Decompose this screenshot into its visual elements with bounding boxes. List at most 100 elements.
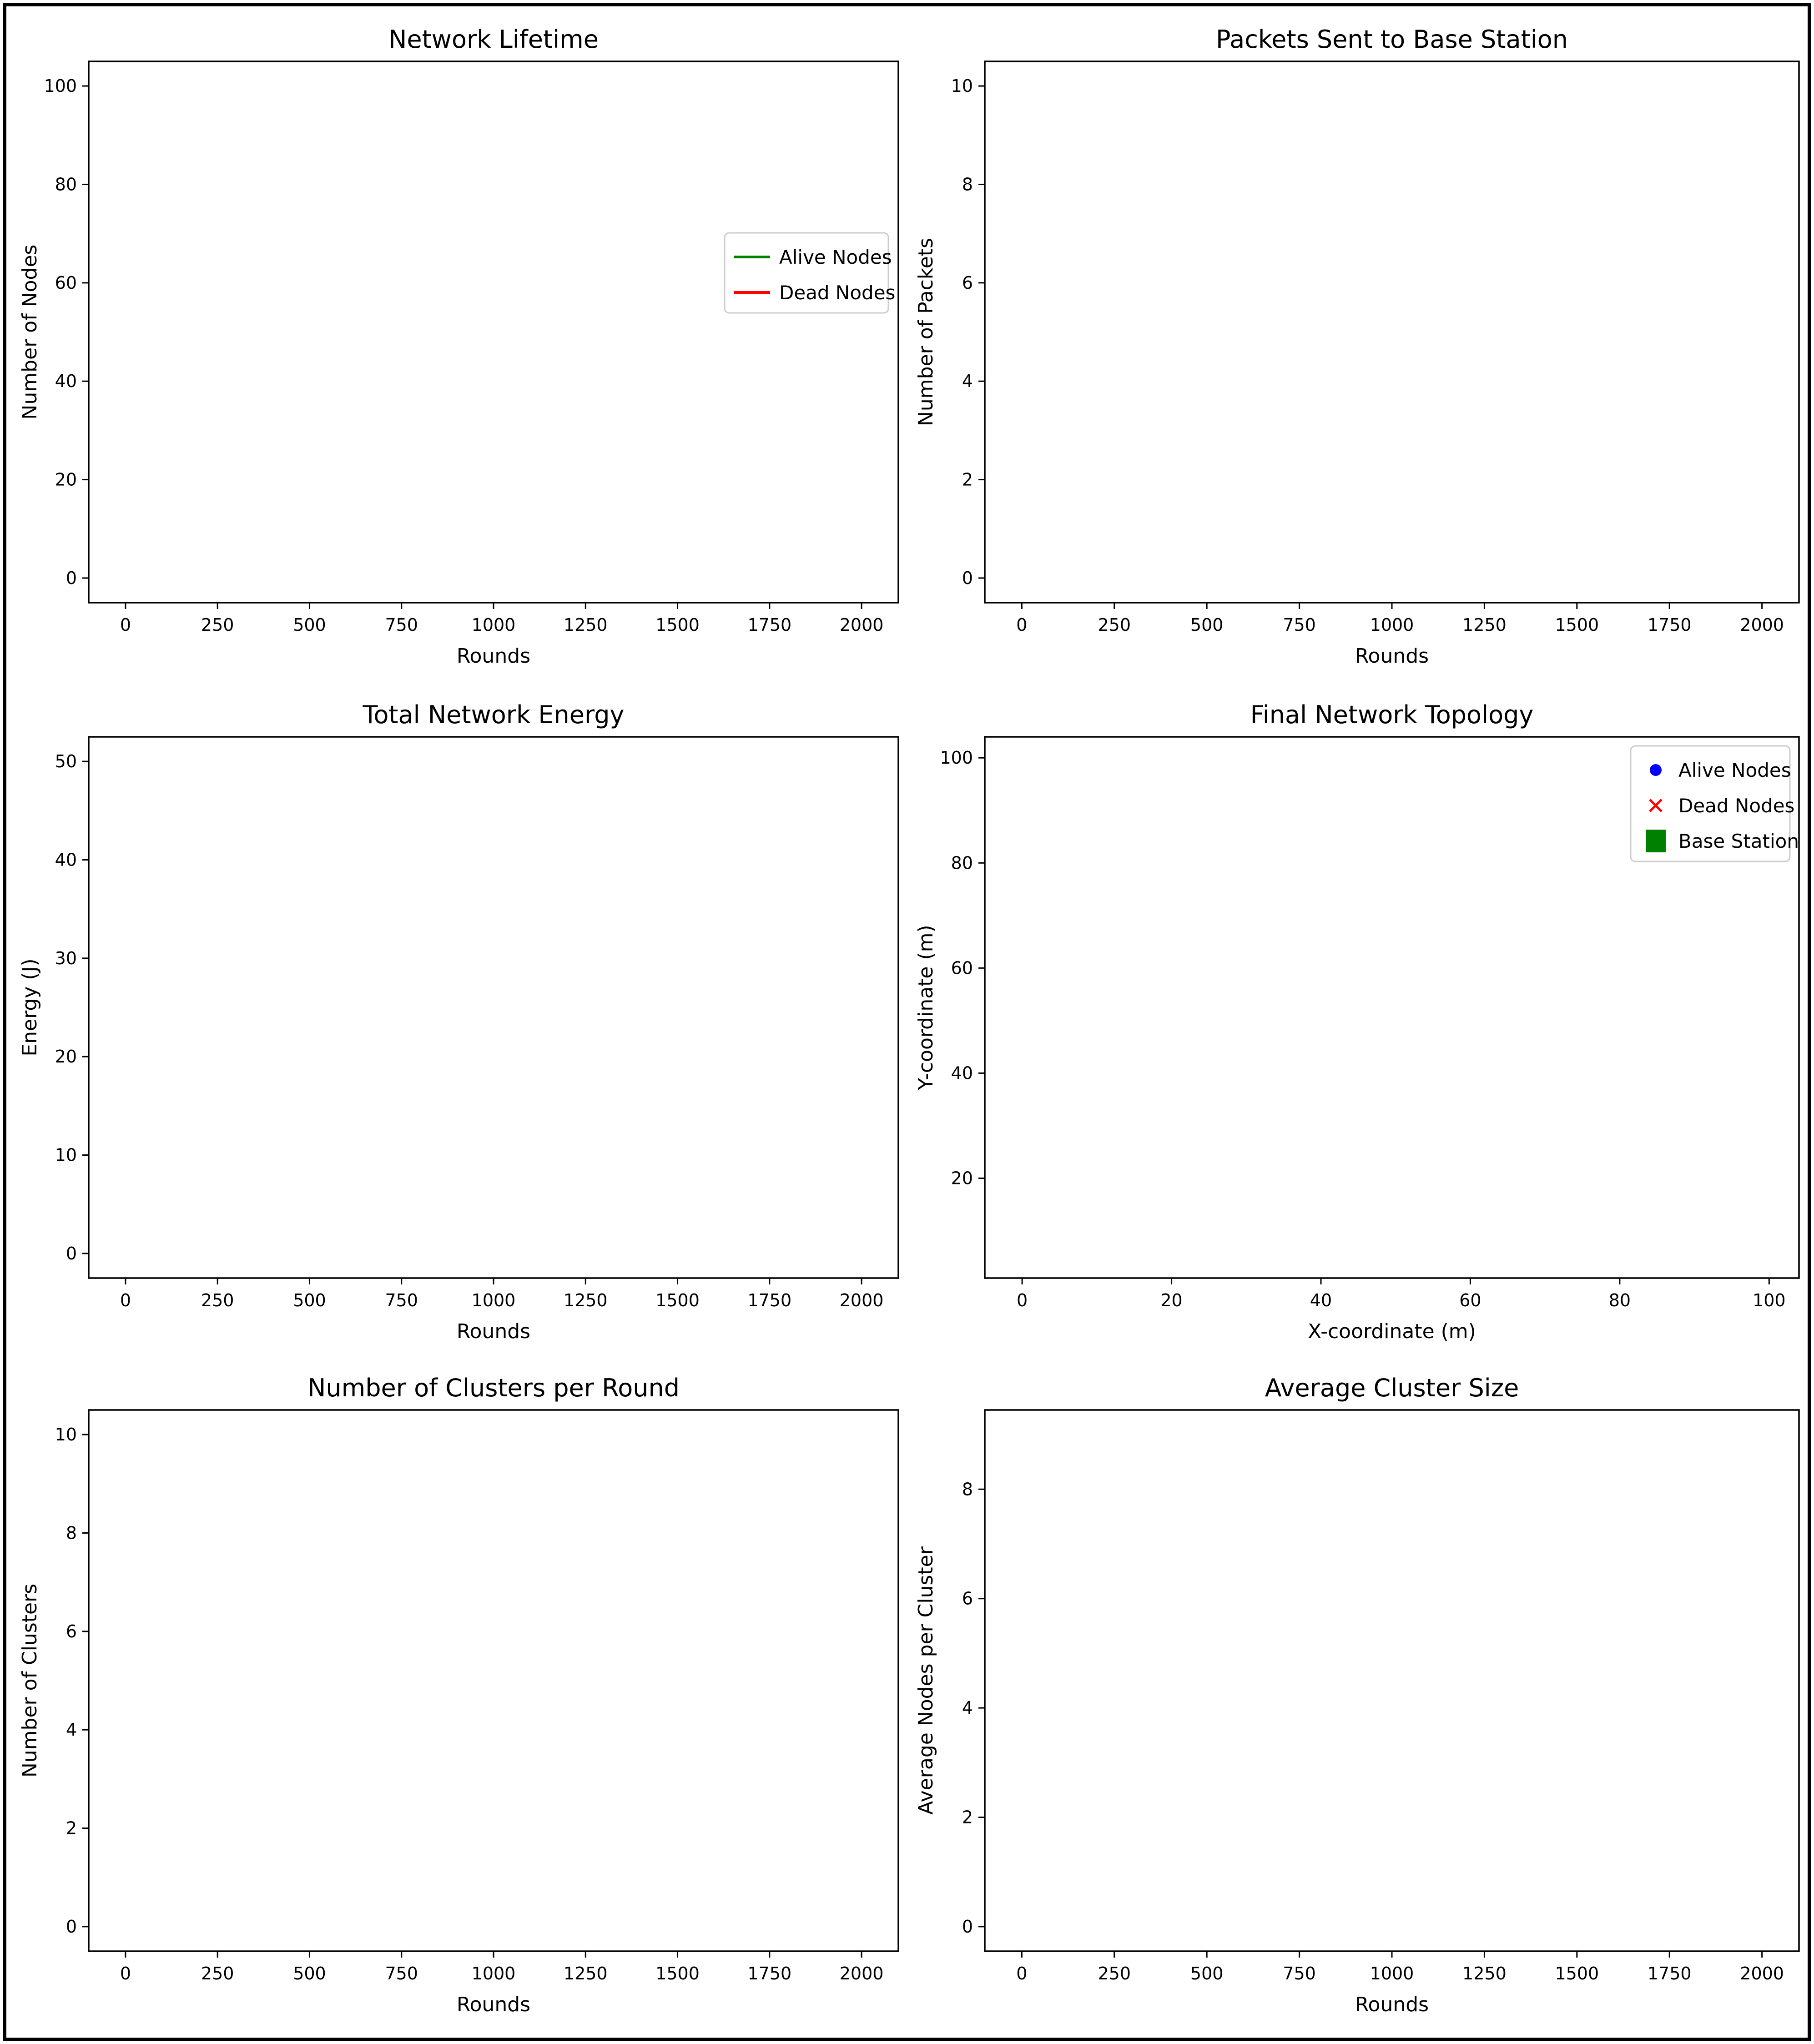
legend-label-alive-nodes: Alive Nodes xyxy=(1678,759,1791,781)
x-tick-label: 500 xyxy=(1190,615,1224,635)
x-tick-label: 0 xyxy=(1016,1963,1027,1984)
y-tick-label: 20 xyxy=(55,470,77,490)
x-tick-label: 20 xyxy=(1160,1290,1182,1310)
y-tick-label: 6 xyxy=(962,273,973,293)
y-tick-label: 4 xyxy=(962,1698,973,1718)
x-tick-label: 250 xyxy=(1098,1963,1131,1984)
figure-border xyxy=(3,3,1811,2041)
x-tick-label: 40 xyxy=(1310,1290,1332,1310)
chart-title: Average Cluster Size xyxy=(1265,1374,1519,1402)
y-tick-label: 20 xyxy=(951,1168,973,1188)
x-tick-label: 1000 xyxy=(472,1290,516,1310)
y-tick-label: 80 xyxy=(951,853,973,873)
x-tick-label: 2000 xyxy=(840,1963,884,1984)
x-tick-label: 0 xyxy=(120,615,131,635)
axes-frame xyxy=(88,736,899,1279)
y-tick-label: 0 xyxy=(962,1917,973,1937)
chart-clustersize: 0 250 500 750 1000 1250 1500 1750 2000 0 2 4 6 8 Avera… xyxy=(914,1374,1800,2016)
x-tick-label: 500 xyxy=(293,1290,326,1310)
y-axis-label: Number of Packets xyxy=(914,238,937,426)
x-tick-label: 1000 xyxy=(472,615,516,635)
x-tick-label: 1750 xyxy=(747,1290,791,1310)
x-tick-label: 1250 xyxy=(564,615,608,635)
y-tick-label: 10 xyxy=(951,76,973,96)
y-tick-label: 30 xyxy=(55,948,77,968)
x-tick-label: 750 xyxy=(385,1963,418,1984)
y-tick-label: 10 xyxy=(55,1425,77,1445)
chart-packets: 0 250 500 750 1000 1250 1500 1750 2000 0 2 4 6 8 10 Pac… xyxy=(914,25,1800,668)
axes-frame xyxy=(88,1409,899,1952)
y-tick-label: 60 xyxy=(55,273,77,293)
y-tick-label: 0 xyxy=(66,1244,77,1264)
x-tick-label: 0 xyxy=(120,1963,131,1984)
y-tick-label: 0 xyxy=(962,568,973,588)
y-tick-label: 10 xyxy=(55,1145,77,1165)
axes-frame xyxy=(88,60,899,604)
x-tick-label: 250 xyxy=(1098,615,1131,635)
x-tick-label: 1500 xyxy=(655,615,700,635)
y-tick-label: 0 xyxy=(66,1917,77,1937)
x-axis-label: Rounds xyxy=(457,644,530,668)
y-tick-label: 8 xyxy=(962,174,973,194)
chart-clusters: 0 250 500 750 1000 1250 1500 1750 2000 0 2 4 6 8 10 Num… xyxy=(18,1374,899,2016)
y-tick-label: 20 xyxy=(55,1047,77,1067)
x-tick-label: 2000 xyxy=(840,615,884,635)
y-tick-label: 2 xyxy=(66,1818,77,1838)
x-tick-label: 80 xyxy=(1609,1290,1631,1310)
x-tick-label: 1750 xyxy=(1648,1963,1692,1984)
y-tick-label: 40 xyxy=(55,850,77,870)
x-axis-label: X-coordinate (m) xyxy=(1308,1320,1476,1343)
y-tick-label: 4 xyxy=(962,371,973,391)
y-tick-label: 6 xyxy=(66,1621,77,1641)
x-tick-label: 1000 xyxy=(472,1963,516,1984)
y-tick-label: 40 xyxy=(951,1063,973,1083)
x-tick-label: 1000 xyxy=(1370,1963,1414,1984)
x-tick-label: 0 xyxy=(120,1290,131,1310)
chart-title: Packets Sent to Base Station xyxy=(1216,25,1568,54)
axes-frame xyxy=(984,1409,1800,1952)
y-tick-label: 60 xyxy=(951,958,973,978)
x-tick-label: 1250 xyxy=(1462,615,1507,635)
chart-title: Final Network Topology xyxy=(1250,700,1534,729)
y-tick-label: 2 xyxy=(962,470,973,490)
x-tick-label: 500 xyxy=(293,1963,326,1984)
legend: Alive Nodes Dead Nodes xyxy=(724,232,895,314)
x-tick-label: 750 xyxy=(385,1290,418,1310)
y-axis-label: Average Nodes per Cluster xyxy=(914,1546,937,1815)
x-tick-label: 2000 xyxy=(1740,1963,1784,1984)
chart-energy: 0 250 500 750 1000 1250 1500 1750 2000 0 10 20 30 40 5… xyxy=(18,700,899,1343)
legend-box xyxy=(1630,745,1791,862)
legend-label-dead-nodes: Dead Nodes xyxy=(1678,795,1794,817)
axes-frame xyxy=(984,60,1800,604)
legend-swatch-base-station xyxy=(1646,830,1666,852)
x-tick-label: 2000 xyxy=(1740,615,1784,635)
y-axis-label: Y-coordinate (m) xyxy=(914,925,937,1090)
y-axis-label: Energy (J) xyxy=(18,958,41,1056)
x-tick-label: 750 xyxy=(1283,1963,1316,1984)
x-tick-label: 2000 xyxy=(840,1290,884,1310)
legend-swatch-dead-nodes xyxy=(1649,799,1663,812)
x-tick-label: 1750 xyxy=(747,615,791,635)
x-tick-label: 1500 xyxy=(1555,615,1599,635)
y-tick-label: 0 xyxy=(66,568,77,588)
x-axis-label: Rounds xyxy=(457,1320,530,1343)
x-tick-label: 1250 xyxy=(1462,1963,1507,1984)
chart-lifetime: 0 250 500 750 1000 1250 1500 1750 2000 0 20 40 60 80 1… xyxy=(18,25,899,668)
x-tick-label: 750 xyxy=(1283,615,1316,635)
x-axis-label: Rounds xyxy=(1355,1993,1429,2016)
x-tick-label: 1750 xyxy=(747,1963,791,1984)
x-axis-label: Rounds xyxy=(1355,644,1429,668)
x-tick-label: 0 xyxy=(1016,615,1027,635)
x-tick-label: 60 xyxy=(1459,1290,1481,1310)
legend-label-dead-nodes: Dead Nodes xyxy=(779,282,895,304)
legend-swatch-alive-nodes xyxy=(1650,764,1662,776)
legend-label-alive-nodes: Alive Nodes xyxy=(779,246,892,268)
legend-label-base-station: Base Station xyxy=(1678,830,1799,852)
y-tick-label: 2 xyxy=(962,1807,973,1828)
x-tick-label: 100 xyxy=(1753,1290,1786,1310)
x-tick-label: 1500 xyxy=(655,1963,700,1984)
y-tick-label: 4 xyxy=(66,1720,77,1740)
x-tick-label: 0 xyxy=(1017,1290,1028,1310)
y-axis-label: Number of Clusters xyxy=(18,1584,41,1777)
